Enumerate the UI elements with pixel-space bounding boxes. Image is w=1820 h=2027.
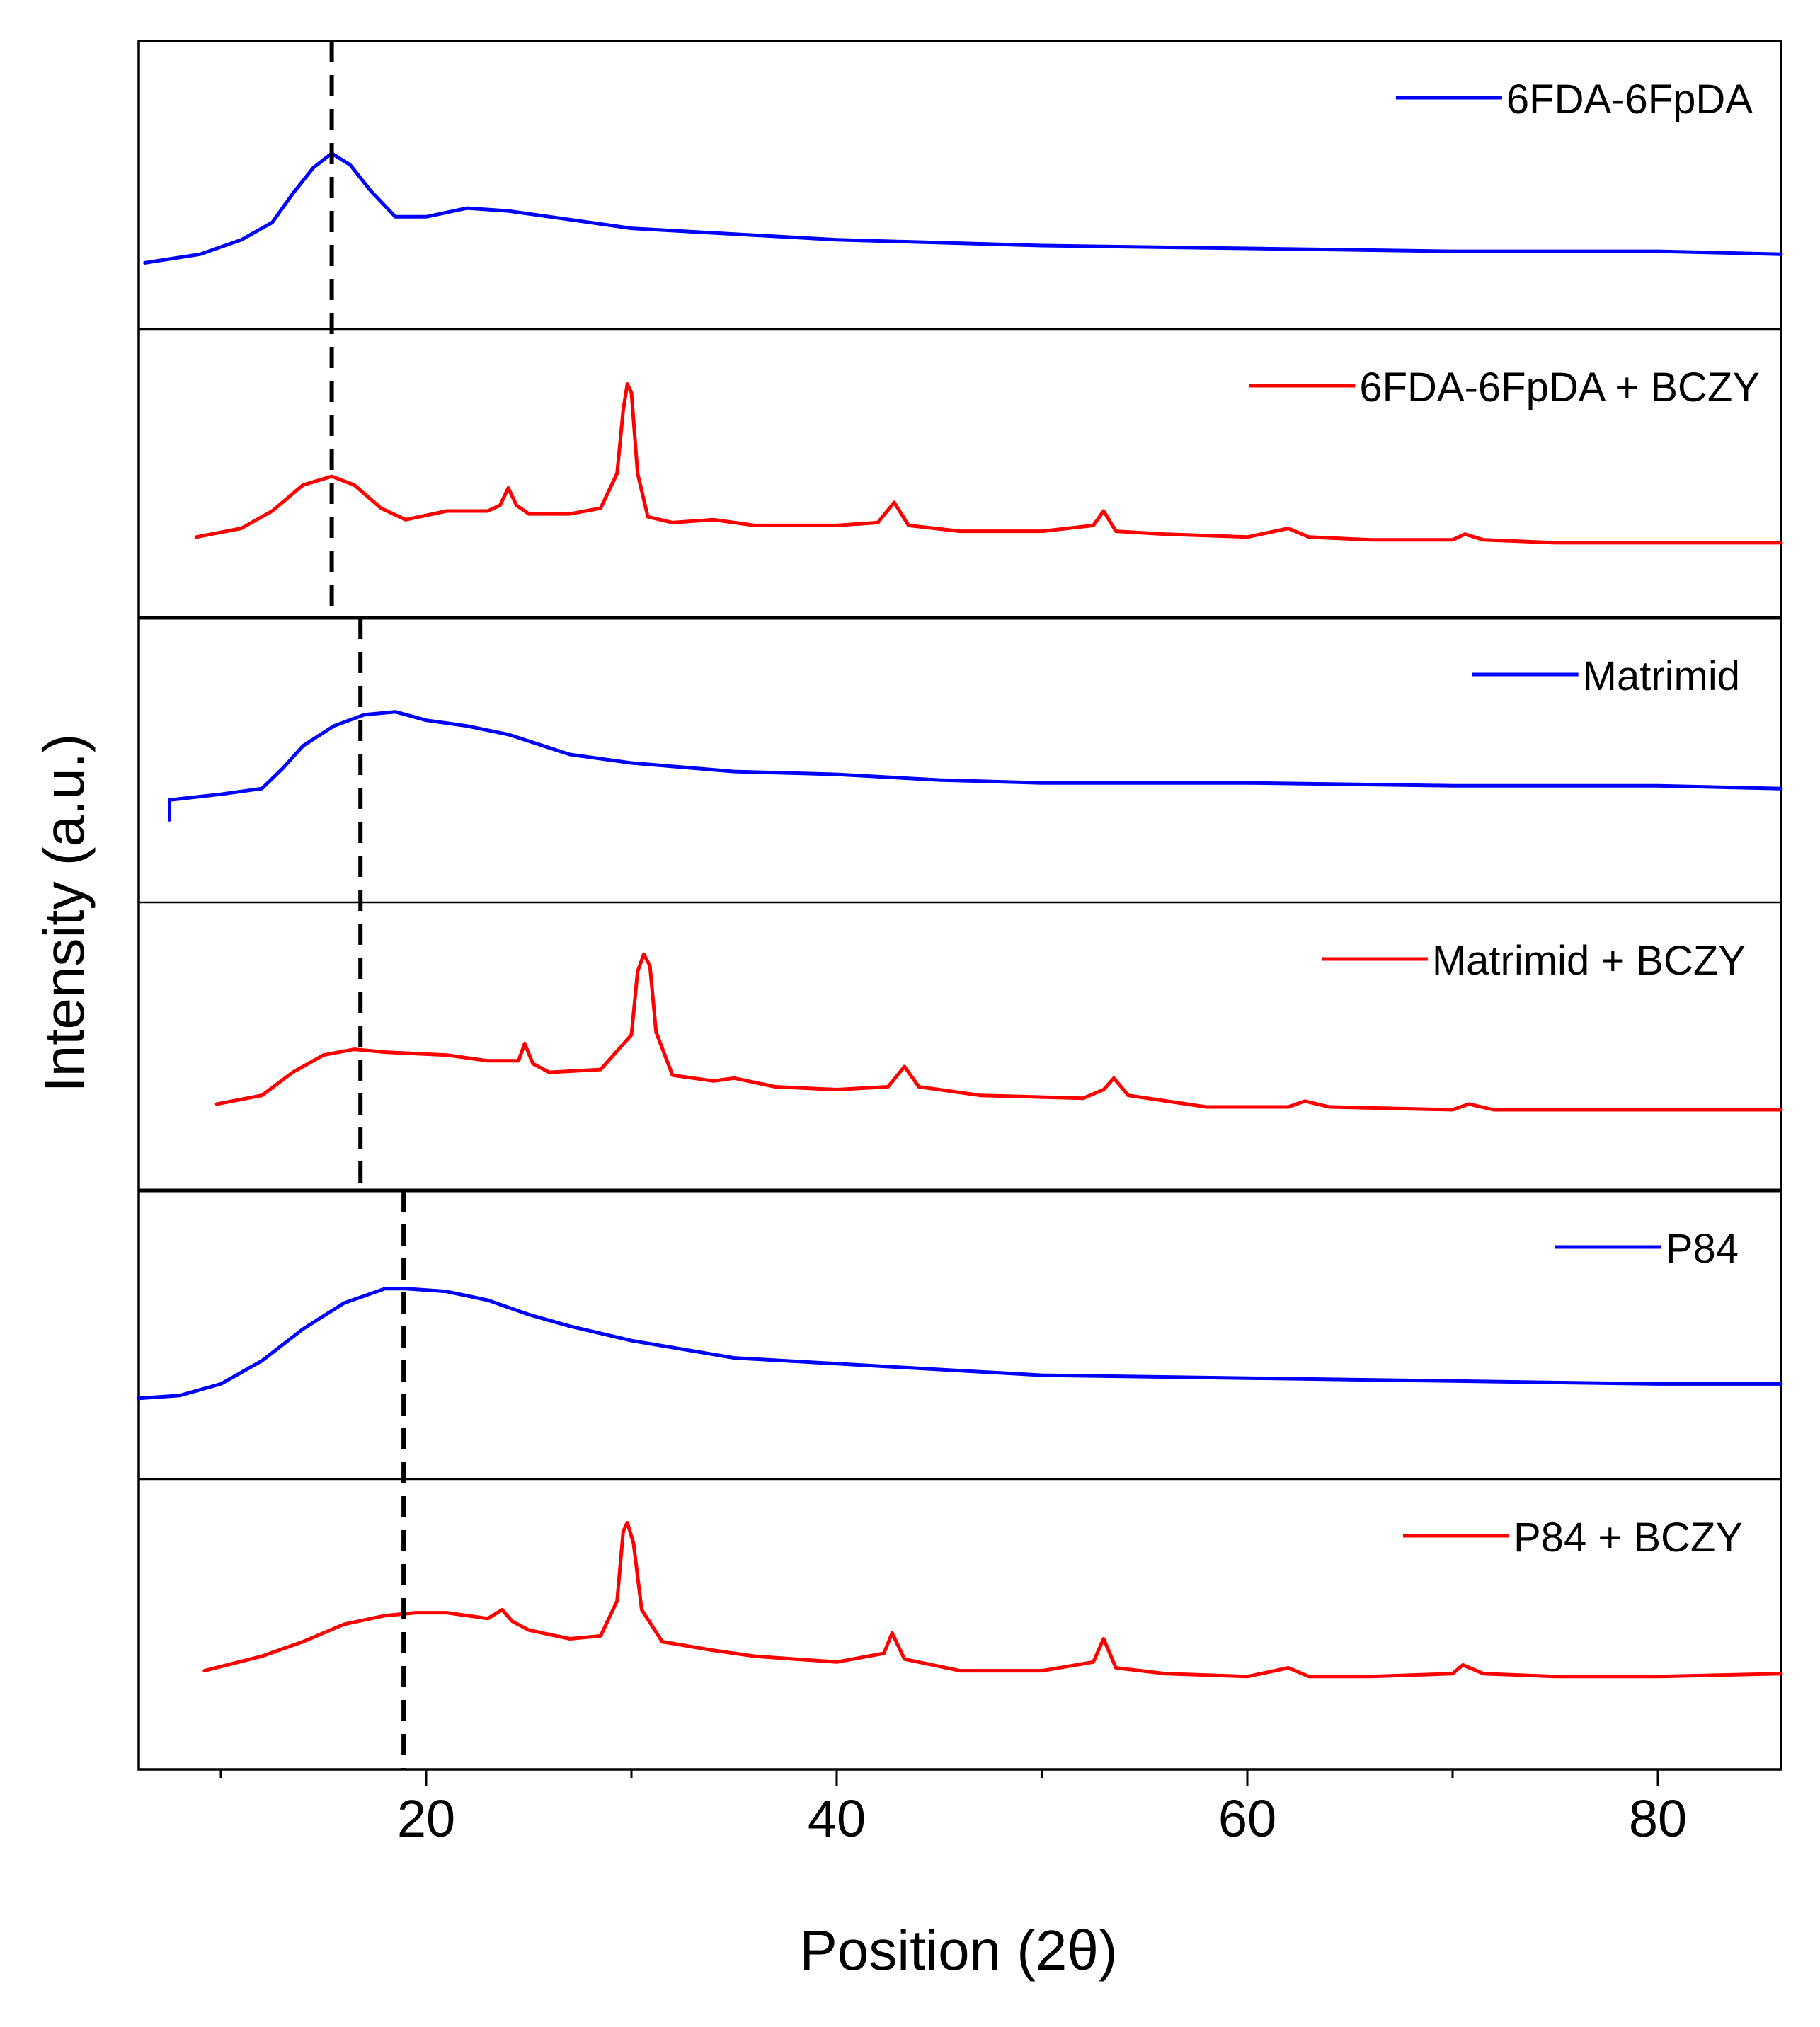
legend-label-4: Matrimid + BCZY xyxy=(1432,938,1746,984)
series-line-6 xyxy=(202,1521,1783,1679)
x-axis: 20 40 60 80 xyxy=(219,1769,1687,1848)
series-line-2 xyxy=(194,382,1783,545)
reference-line-layer xyxy=(329,41,406,1769)
series-line-4 xyxy=(214,952,1783,1112)
legend-label-6: P84 + BCZY xyxy=(1513,1515,1743,1561)
legend-label-3: Matrimid xyxy=(1583,653,1740,699)
legend-label-1: 6FDA-6FpDA xyxy=(1506,76,1753,122)
legend-layer: 6FDA-6FpDA 6FDA-6FpDA + BCZY Matrimid Matri… xyxy=(1249,76,1760,1561)
series-layer xyxy=(137,151,1783,1679)
x-tick-label: 60 xyxy=(1218,1789,1276,1848)
series-line-3 xyxy=(168,710,1783,822)
x-tick-label: 20 xyxy=(397,1789,455,1848)
legend-label-5: P84 xyxy=(1666,1226,1739,1272)
legend-label-2: 6FDA-6FpDA + BCZY xyxy=(1359,364,1760,410)
y-axis-label: Intensity (a.u.) xyxy=(33,734,96,1093)
plot-frame xyxy=(137,40,1782,1771)
x-tick-label: 80 xyxy=(1629,1789,1687,1848)
series-line-5 xyxy=(137,1287,1783,1401)
x-tick-label: 40 xyxy=(808,1789,866,1848)
series-line-1 xyxy=(143,151,1783,265)
x-axis-label: Position (2θ) xyxy=(799,1919,1117,1982)
